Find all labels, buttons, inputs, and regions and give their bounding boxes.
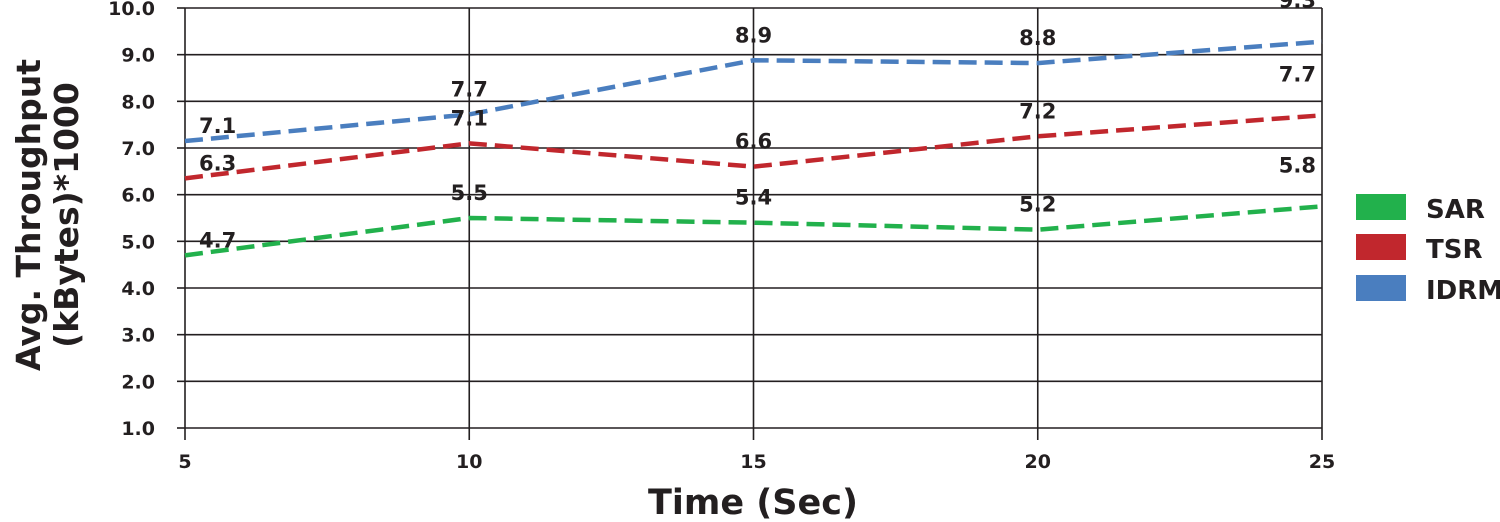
legend-swatch-idrm bbox=[1356, 275, 1406, 301]
data-label-tsr: 7.2 bbox=[1019, 99, 1056, 123]
y-tick-label: 4.0 bbox=[121, 278, 155, 300]
y-tick-label: 10.0 bbox=[108, 0, 155, 20]
x-tick-label: 20 bbox=[1025, 451, 1051, 473]
data-label-idrm: 9.3 bbox=[1279, 0, 1316, 13]
data-label-idrm: 8.8 bbox=[1019, 26, 1056, 50]
data-label-sar: 5.5 bbox=[451, 181, 488, 205]
data-label-idrm: 7.1 bbox=[199, 114, 236, 138]
x-tick-label: 10 bbox=[456, 451, 482, 473]
data-label-idrm: 8.9 bbox=[735, 23, 772, 47]
x-axis-title: Time (Sec) bbox=[648, 483, 858, 522]
series-lines bbox=[184, 39, 1323, 258]
data-label-idrm: 7.7 bbox=[451, 77, 488, 101]
y-axis-title-line2: (kBytes)*1000 bbox=[47, 82, 86, 348]
y-axis-title: Avg. Throughput (kBytes)*1000 bbox=[9, 59, 86, 371]
legend-label-sar: SAR bbox=[1426, 195, 1485, 225]
y-tick-label: 9.0 bbox=[121, 45, 155, 67]
y-tick-label: 1.0 bbox=[121, 418, 155, 440]
legend-label-idrm: IDRM bbox=[1426, 276, 1500, 306]
data-label-tsr: 6.6 bbox=[735, 130, 772, 154]
x-tick-label: 5 bbox=[178, 451, 191, 473]
data-label-tsr: 7.1 bbox=[451, 106, 488, 130]
x-axis-ticks: 5 10 15 20 25 bbox=[178, 451, 1335, 473]
chart-grid bbox=[177, 7, 1323, 440]
y-tick-label: 5.0 bbox=[121, 231, 155, 253]
y-tick-label: 3.0 bbox=[121, 325, 155, 347]
legend: SAR TSR IDRM bbox=[1356, 194, 1500, 306]
x-tick-label: 25 bbox=[1309, 451, 1335, 473]
data-label-tsr: 7.7 bbox=[1279, 62, 1316, 86]
y-tick-label: 2.0 bbox=[121, 371, 155, 393]
series-line-sar bbox=[184, 204, 1323, 258]
series-line-idrm bbox=[184, 39, 1323, 144]
data-label-sar: 5.2 bbox=[1019, 193, 1056, 217]
data-label-sar: 5.4 bbox=[735, 186, 772, 210]
legend-swatch-tsr bbox=[1356, 234, 1406, 260]
data-label-sar: 5.8 bbox=[1279, 153, 1316, 177]
y-axis-ticks: 1.0 2.0 3.0 4.0 5.0 6.0 7.0 8.0 9.0 10.0 bbox=[108, 0, 155, 440]
y-tick-label: 7.0 bbox=[121, 138, 155, 160]
legend-label-tsr: TSR bbox=[1426, 235, 1482, 265]
legend-swatch-sar bbox=[1356, 194, 1406, 220]
data-labels: 4.7 5.5 5.4 5.2 5.8 6.3 7.1 6.6 7.2 7.7 7.1 7.7 8.9 8… bbox=[199, 0, 1316, 252]
data-label-sar: 4.7 bbox=[199, 228, 236, 252]
y-tick-label: 6.0 bbox=[121, 185, 155, 207]
y-tick-label: 8.0 bbox=[121, 91, 155, 113]
data-label-tsr: 6.3 bbox=[199, 151, 236, 175]
x-tick-label: 15 bbox=[740, 451, 766, 473]
series-line-tsr bbox=[184, 113, 1323, 181]
y-axis-title-line1: Avg. Throughput bbox=[9, 59, 48, 371]
